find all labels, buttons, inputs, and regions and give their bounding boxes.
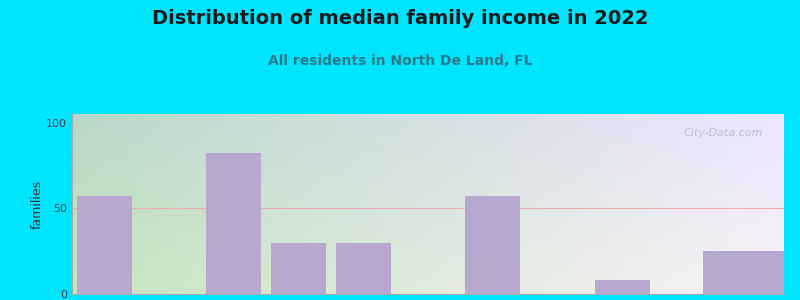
Bar [466, 196, 520, 294]
Bar [336, 243, 390, 294]
Bar [77, 196, 132, 294]
Text: City-Data.com: City-Data.com [683, 128, 762, 138]
Text: Distribution of median family income in 2022: Distribution of median family income in … [152, 9, 648, 28]
Y-axis label: families: families [30, 179, 43, 229]
Bar [703, 251, 800, 294]
Bar [594, 280, 650, 294]
Bar [206, 153, 262, 294]
Text: All residents in North De Land, FL: All residents in North De Land, FL [268, 54, 532, 68]
Bar [271, 243, 326, 294]
